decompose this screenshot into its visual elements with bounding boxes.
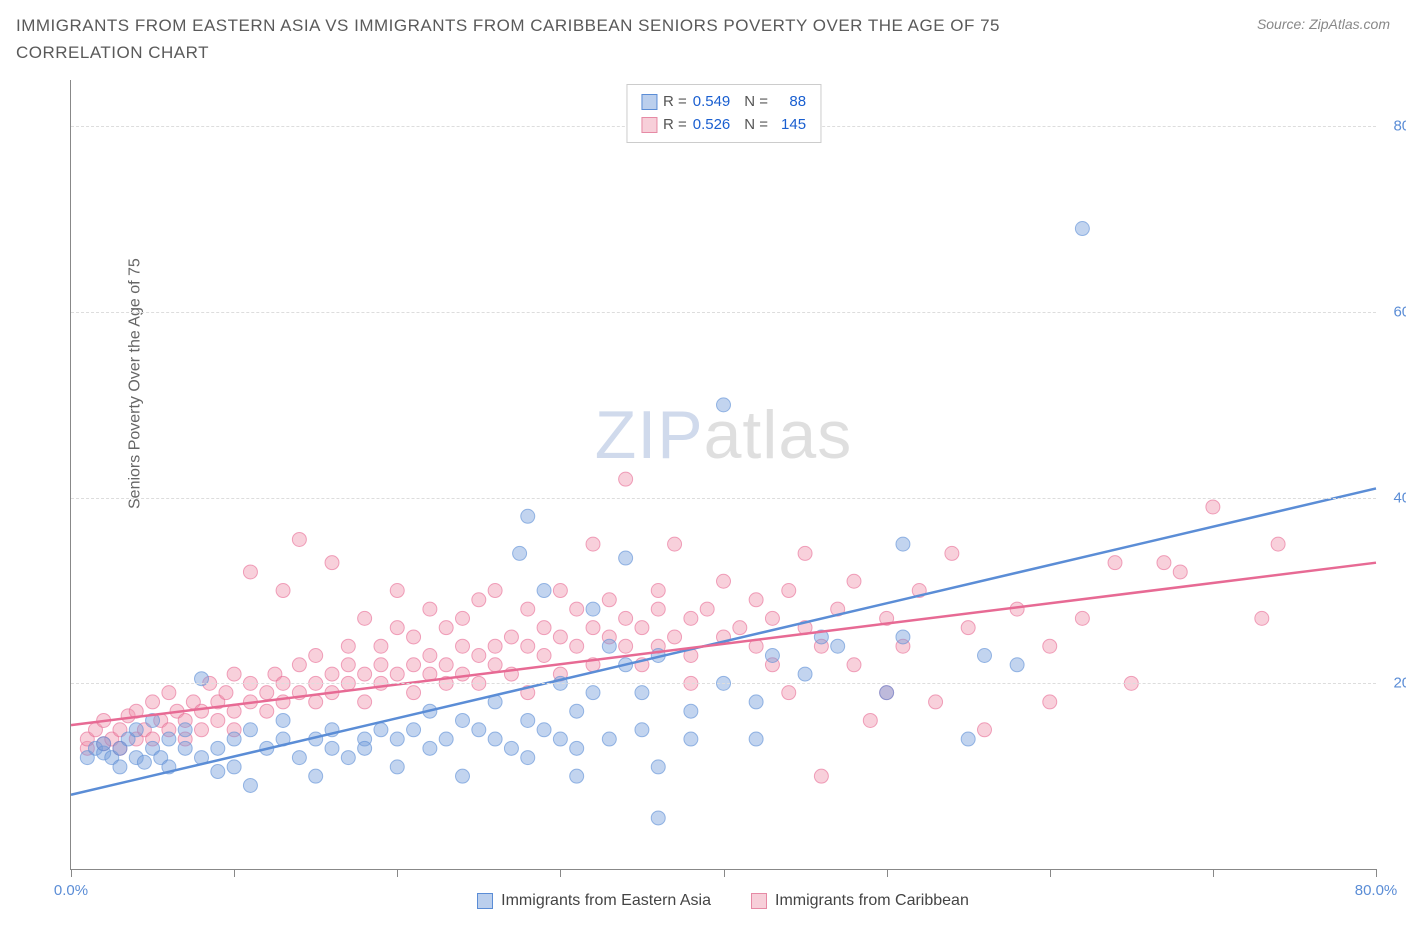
legend-row-series-1: R = 0.549 N = 88 — [641, 91, 806, 114]
r-value-2: 0.526 — [693, 114, 731, 137]
legend-row-series-2: R = 0.526 N = 145 — [641, 114, 806, 137]
y-tick-label: 20.0% — [1393, 675, 1406, 692]
swatch-blue-icon — [477, 893, 493, 909]
legend-label-2: Immigrants from Caribbean — [775, 892, 969, 910]
n-label: N = — [744, 114, 768, 137]
swatch-pink-icon — [751, 893, 767, 909]
legend-item-1: Immigrants from Eastern Asia — [477, 892, 711, 910]
swatch-blue-icon — [641, 94, 657, 110]
y-tick-label: 80.0% — [1393, 118, 1406, 135]
chart-title: IMMIGRANTS FROM EASTERN ASIA VS IMMIGRAN… — [16, 12, 1116, 66]
y-tick-label: 60.0% — [1393, 304, 1406, 321]
r-label: R = — [663, 91, 687, 114]
legend-item-2: Immigrants from Caribbean — [751, 892, 969, 910]
r-label: R = — [663, 114, 687, 137]
chart-source: Source: ZipAtlas.com — [1257, 16, 1390, 32]
chart-container: Seniors Poverty Over the Age of 75 ZIPat… — [20, 80, 1386, 920]
plot-area: ZIPatlas R = 0.549 N = 88 R = 0.526 N = … — [70, 80, 1376, 870]
r-value-1: 0.549 — [693, 91, 731, 114]
correlation-legend: R = 0.549 N = 88 R = 0.526 N = 145 — [626, 84, 821, 143]
scatter-svg — [71, 80, 1376, 869]
y-tick-label: 40.0% — [1393, 489, 1406, 506]
legend-label-1: Immigrants from Eastern Asia — [501, 892, 711, 910]
series-legend: Immigrants from Eastern Asia Immigrants … — [70, 892, 1376, 910]
n-label: N = — [744, 91, 768, 114]
swatch-pink-icon — [641, 117, 657, 133]
n-value-2: 145 — [774, 114, 806, 137]
chart-header: IMMIGRANTS FROM EASTERN ASIA VS IMMIGRAN… — [0, 0, 1406, 74]
n-value-1: 88 — [774, 91, 806, 114]
